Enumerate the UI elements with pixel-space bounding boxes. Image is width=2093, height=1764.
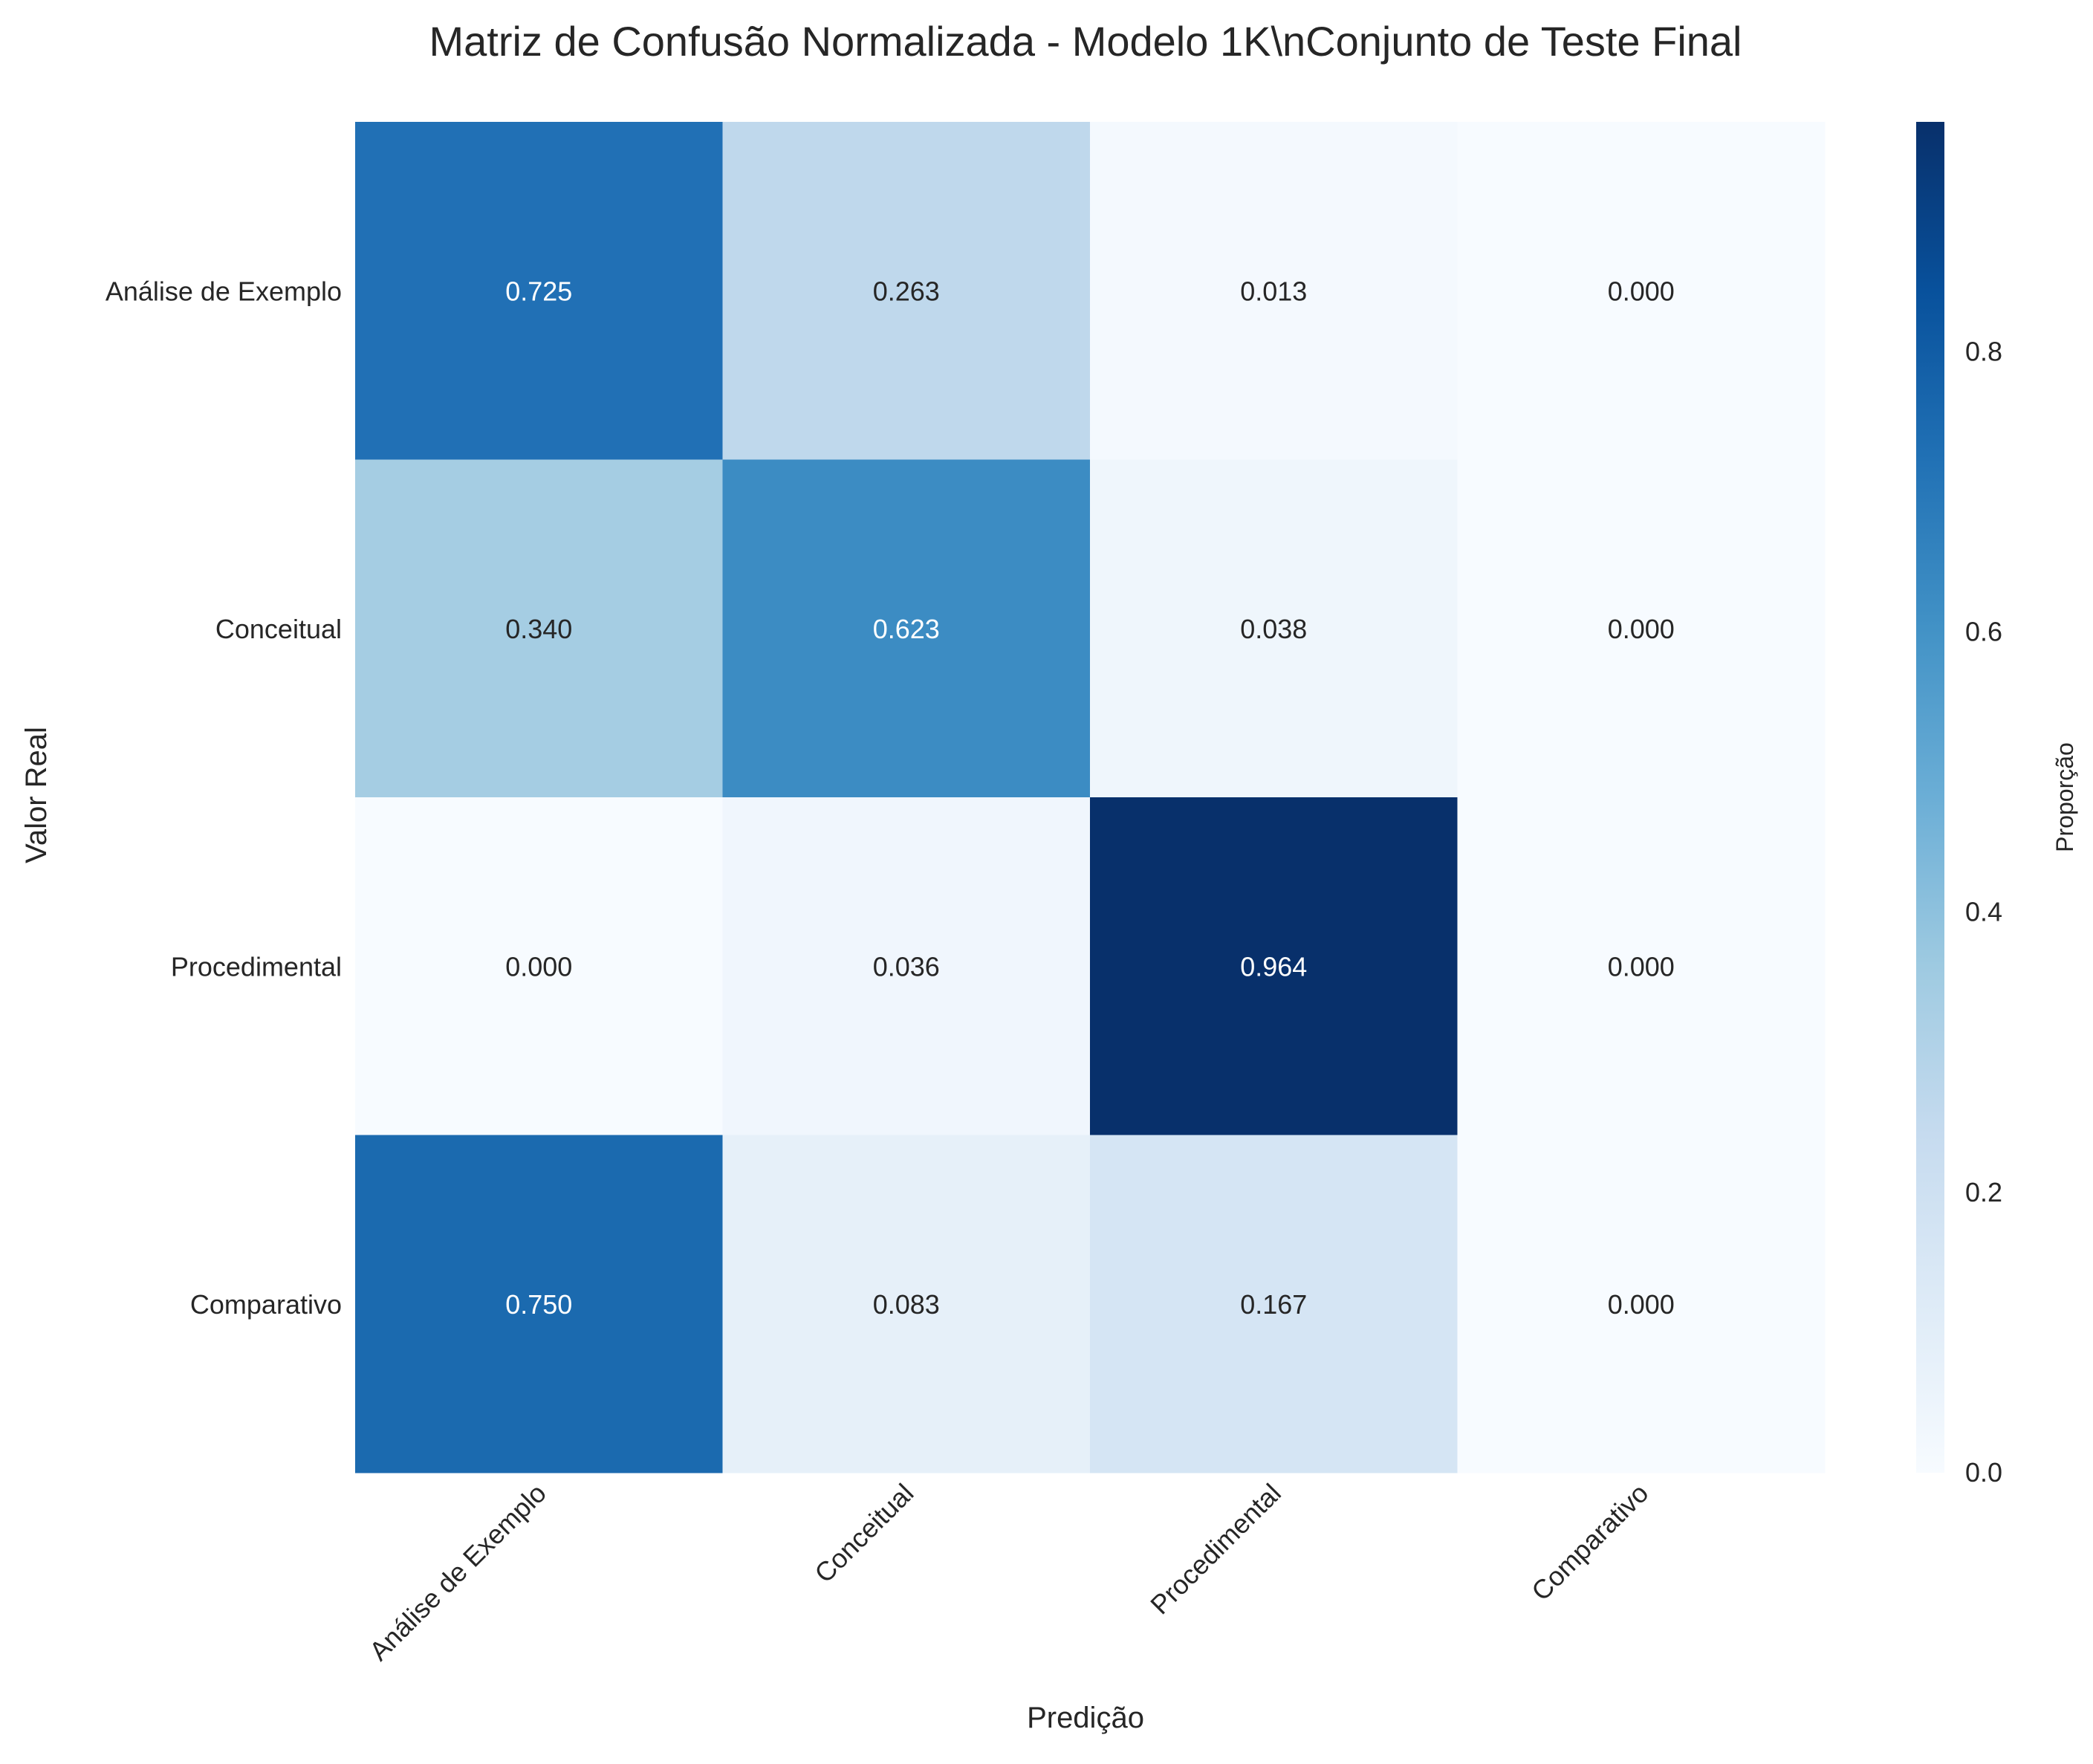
x-tick-label-0: Análise de Exemplo (363, 1478, 552, 1667)
cell-value-label-r1-c3: 0.000 (1608, 614, 1675, 644)
colorbar-tick-label-0: 0.0 (1965, 1457, 2002, 1488)
cell-value-label-r1-c1: 0.623 (873, 614, 940, 644)
heatmap-cell-r3-c3 (1457, 1135, 1826, 1473)
cell-value-label-r1-c0: 0.340 (505, 614, 572, 644)
x-tick-label-1: Conceitual (808, 1478, 919, 1589)
cell-value-label-r2-c3: 0.000 (1608, 951, 1675, 982)
y-tick-label-2: Procedimental (171, 951, 342, 982)
cell-value-label-r2-c0: 0.000 (505, 951, 572, 982)
x-tick-label-2: Procedimental (1144, 1478, 1287, 1621)
x-axis-tick-labels: Análise de Exemplo Conceitual Procedimenta… (363, 1478, 1654, 1667)
cell-value-label-r3-c3: 0.000 (1608, 1289, 1675, 1320)
cell-value-label-r2-c1: 0.036 (873, 951, 940, 982)
heatmap-cell-r2-c3 (1457, 797, 1826, 1135)
cell-value-label-r2-c2: 0.964 (1240, 951, 1307, 982)
heatmap-cell-r2-c2 (1090, 797, 1458, 1135)
cell-value-label-r0-c2: 0.013 (1240, 276, 1307, 306)
colorbar-tick-label-2: 0.4 (1965, 897, 2002, 927)
colorbar-label: Proporção (2051, 742, 2078, 852)
heatmap-cell-r0-c1 (722, 122, 1091, 460)
cell-value-label-r3-c1: 0.083 (873, 1289, 940, 1320)
heatmap-cell-r3-c2 (1090, 1135, 1458, 1473)
heatmap-cell-r2-c0 (355, 797, 723, 1135)
cell-value-label-r1-c2: 0.038 (1240, 614, 1307, 644)
heatmap-cell-r1-c2 (1090, 459, 1458, 798)
cell-value-label-r0-c0: 0.725 (505, 276, 572, 306)
heatmap-cell-r1-c3 (1457, 459, 1826, 798)
heatmap-cell-r0-c3 (1457, 122, 1826, 460)
colorbar-tick-label-1: 0.2 (1965, 1177, 2002, 1207)
colorbar-ticks: 0.0 0.2 0.4 0.6 0.8 (1965, 336, 2002, 1488)
heatmap-cell-r3-c0 (355, 1135, 723, 1473)
x-axis-label: Predição (1027, 1702, 1144, 1734)
heatmap-cell-r1-c1 (722, 459, 1091, 798)
heatmap-cell-r1-c0 (355, 459, 723, 798)
cell-value-label-r0-c1: 0.263 (873, 276, 940, 306)
chart-title: Matriz de Confusão Normalizada - Modelo … (429, 18, 1742, 65)
x-tick-label-3: Comparativo (1525, 1478, 1654, 1606)
heatmap-cell-labels: 0.725 0.263 0.013 0.000 0.340 0.623 0.038 0.000… (505, 276, 1675, 1320)
cell-value-label-r3-c0: 0.750 (505, 1289, 572, 1320)
y-axis-label: Valor Real (20, 727, 53, 863)
cell-value-label-r3-c2: 0.167 (1240, 1289, 1307, 1320)
colorbar-tick-label-4: 0.8 (1965, 336, 2002, 366)
cell-value-label-r0-c3: 0.000 (1608, 276, 1675, 306)
heatmap-cell-r0-c2 (1090, 122, 1458, 460)
y-tick-label-3: Comparativo (190, 1289, 342, 1320)
colorbar (1916, 122, 1944, 1473)
heatmap-cell-r3-c1 (722, 1135, 1091, 1473)
heatmap-cells (355, 122, 1826, 1473)
heatmap-cell-r2-c1 (722, 797, 1091, 1135)
y-tick-label-1: Conceitual (215, 614, 342, 644)
heatmap-cell-r0-c0 (355, 122, 723, 460)
y-tick-label-0: Análise de Exemplo (106, 276, 342, 306)
colorbar-tick-label-3: 0.6 (1965, 616, 2002, 646)
y-axis-tick-labels: Análise de Exemplo Conceitual Procedimenta… (106, 276, 342, 1320)
